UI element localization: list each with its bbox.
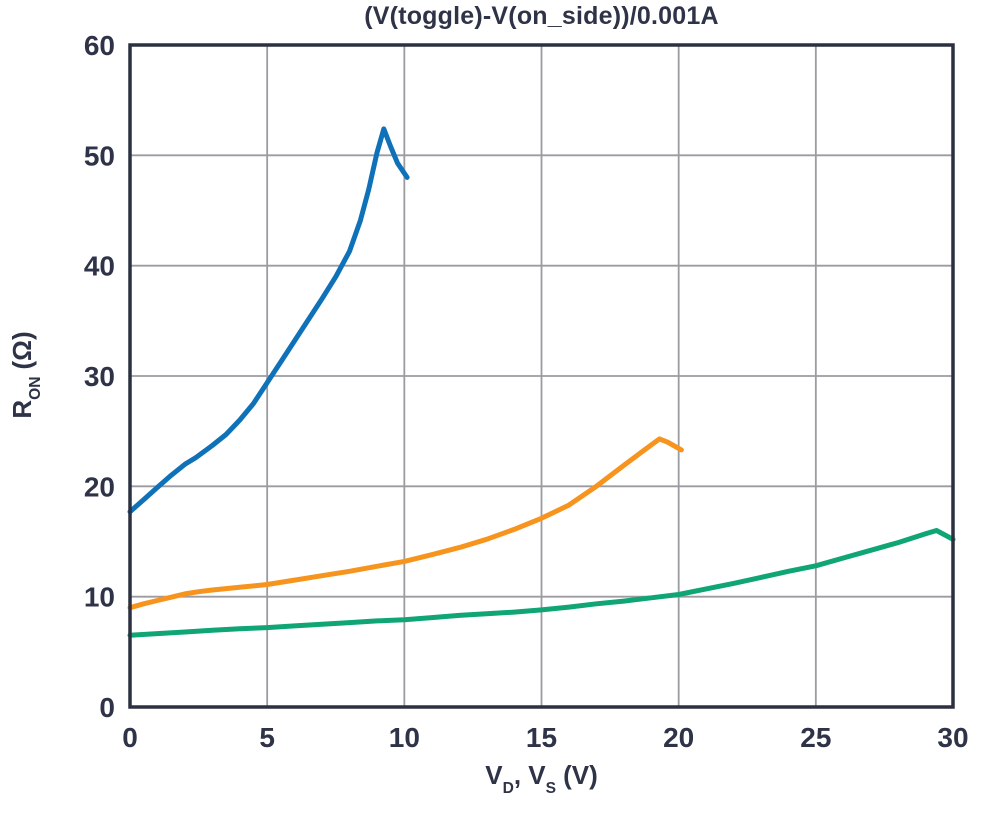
chart-title: (V(toggle)-V(on_side))/0.001A — [364, 2, 719, 30]
x-tick-label: 30 — [937, 722, 968, 753]
y-tick-label: 60 — [84, 30, 115, 61]
y-tick-label: 20 — [84, 471, 115, 502]
plot-border — [128, 43, 955, 709]
y-tick-label: 10 — [84, 582, 115, 613]
x-axis-unit: (V) — [563, 760, 598, 790]
y-tick-label: 40 — [84, 251, 115, 282]
x-axis-subscript-2: S — [545, 779, 557, 797]
y-tick-label: 30 — [84, 361, 115, 392]
series-blue-curve — [127, 126, 410, 515]
y-tick-label: 50 — [84, 140, 115, 171]
x-tick-label: 15 — [526, 722, 557, 753]
x-tick-label: 5 — [259, 722, 275, 753]
x-tick-label: 0 — [122, 722, 138, 753]
x-axis-mid: , V — [513, 760, 546, 790]
y-tick-label: 0 — [99, 692, 115, 723]
x-tick-label: 25 — [800, 722, 831, 753]
x-axis-symbol-1: V — [485, 760, 503, 790]
x-tick-label: 20 — [663, 722, 694, 753]
x-axis-subscript-1: D — [502, 779, 514, 797]
x-tick-label: 10 — [389, 722, 420, 753]
series-green-curve — [127, 528, 956, 638]
x-axis-label: VD, VS (V) — [130, 760, 953, 797]
series-orange-curve — [127, 436, 684, 611]
